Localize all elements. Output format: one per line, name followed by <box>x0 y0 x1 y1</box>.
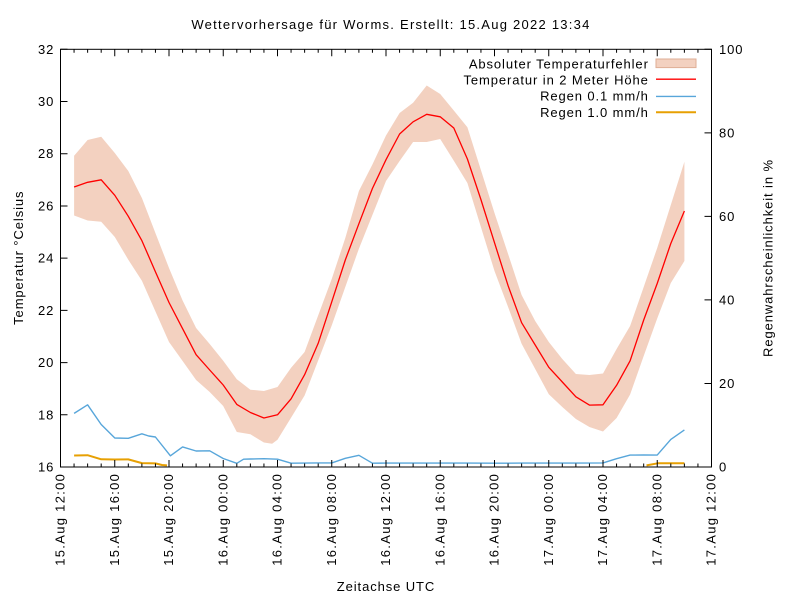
svg-text:100: 100 <box>719 42 743 57</box>
svg-text:0: 0 <box>719 460 727 475</box>
svg-text:18: 18 <box>38 407 54 422</box>
svg-text:Absoluter Temperaturfehler: Absoluter Temperaturfehler <box>469 56 649 71</box>
svg-text:16.Aug 08:00: 16.Aug 08:00 <box>324 473 339 566</box>
svg-text:17.Aug 04:00: 17.Aug 04:00 <box>595 473 610 566</box>
svg-text:22: 22 <box>38 303 54 318</box>
svg-text:20: 20 <box>719 376 735 391</box>
svg-text:15.Aug 16:00: 15.Aug 16:00 <box>107 473 122 566</box>
svg-text:Regen 0.1 mm/h: Regen 0.1 mm/h <box>540 89 649 104</box>
svg-text:16.Aug 12:00: 16.Aug 12:00 <box>378 473 393 566</box>
svg-text:30: 30 <box>38 94 54 109</box>
svg-text:80: 80 <box>719 125 735 140</box>
svg-text:16: 16 <box>38 460 54 475</box>
svg-text:20: 20 <box>38 355 54 370</box>
svg-text:32: 32 <box>38 42 54 57</box>
svg-text:15.Aug 12:00: 15.Aug 12:00 <box>53 473 68 566</box>
svg-text:Wettervorhersage für Worms. Er: Wettervorhersage für Worms. Erstellt: 15… <box>191 17 590 32</box>
svg-text:16.Aug 20:00: 16.Aug 20:00 <box>487 473 502 566</box>
svg-text:40: 40 <box>719 292 735 307</box>
svg-text:60: 60 <box>719 209 735 224</box>
svg-text:Zeitachse UTC: Zeitachse UTC <box>337 579 435 594</box>
svg-text:28: 28 <box>38 146 54 161</box>
svg-text:15.Aug 20:00: 15.Aug 20:00 <box>161 473 176 566</box>
svg-text:Regen 1.0 mm/h: Regen 1.0 mm/h <box>540 105 649 120</box>
svg-text:24: 24 <box>38 251 54 266</box>
svg-text:Temperatur °Celsius: Temperatur °Celsius <box>11 191 26 325</box>
svg-text:17.Aug 08:00: 17.Aug 08:00 <box>649 473 664 566</box>
svg-text:26: 26 <box>38 198 54 213</box>
svg-text:17.Aug 12:00: 17.Aug 12:00 <box>704 473 719 566</box>
svg-text:Regenwahrscheinlichkeit in %: Regenwahrscheinlichkeit in % <box>761 159 776 357</box>
svg-text:16.Aug 00:00: 16.Aug 00:00 <box>215 473 230 566</box>
svg-text:16.Aug 16:00: 16.Aug 16:00 <box>432 473 447 566</box>
svg-text:17.Aug 00:00: 17.Aug 00:00 <box>541 473 556 566</box>
svg-text:16.Aug 04:00: 16.Aug 04:00 <box>270 473 285 566</box>
svg-text:Temperatur in 2 Meter Höhe: Temperatur in 2 Meter Höhe <box>464 72 649 87</box>
